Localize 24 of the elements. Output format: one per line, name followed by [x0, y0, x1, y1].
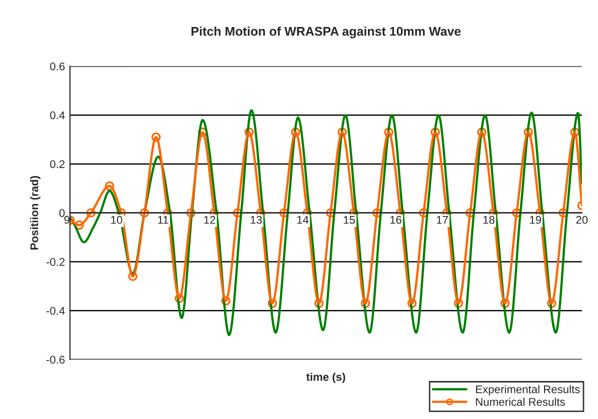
y-tick-label: 0	[59, 209, 65, 217]
x-axis-title: time (s)	[306, 372, 346, 384]
legend-label: Experimental Results	[476, 385, 580, 396]
x-tick-label: 19	[530, 216, 541, 224]
x-tick-label: 16	[390, 216, 402, 224]
y-tick-label: -0.2	[46, 258, 65, 266]
y-axis-title: Positiion (rad)	[30, 176, 40, 250]
x-tick-label: 13	[250, 216, 262, 224]
x-tick-label: 9	[64, 216, 70, 224]
legend-label: Numerical Results	[476, 398, 565, 406]
x-tick-label: 11	[158, 216, 168, 224]
x-tick-label: 18	[483, 216, 494, 224]
x-tick-label: 10	[111, 216, 122, 224]
x-tick-label: 14	[297, 216, 308, 224]
x-tick-label: 20	[576, 216, 588, 224]
x-tick-label: 17	[436, 216, 448, 224]
y-tick-label: 0.2	[50, 160, 65, 168]
x-tick-label: 15	[344, 216, 355, 224]
y-tick-label: -0.6	[46, 356, 65, 364]
y-tick-label: 0.6	[50, 62, 65, 70]
x-tick-label: 12	[204, 216, 216, 224]
y-tick-label: 0.4	[50, 111, 65, 120]
y-tick-label: -0.4	[46, 306, 65, 315]
chart-title: Pitch Motion of WRASPA against 10mm Wave	[192, 26, 461, 38]
